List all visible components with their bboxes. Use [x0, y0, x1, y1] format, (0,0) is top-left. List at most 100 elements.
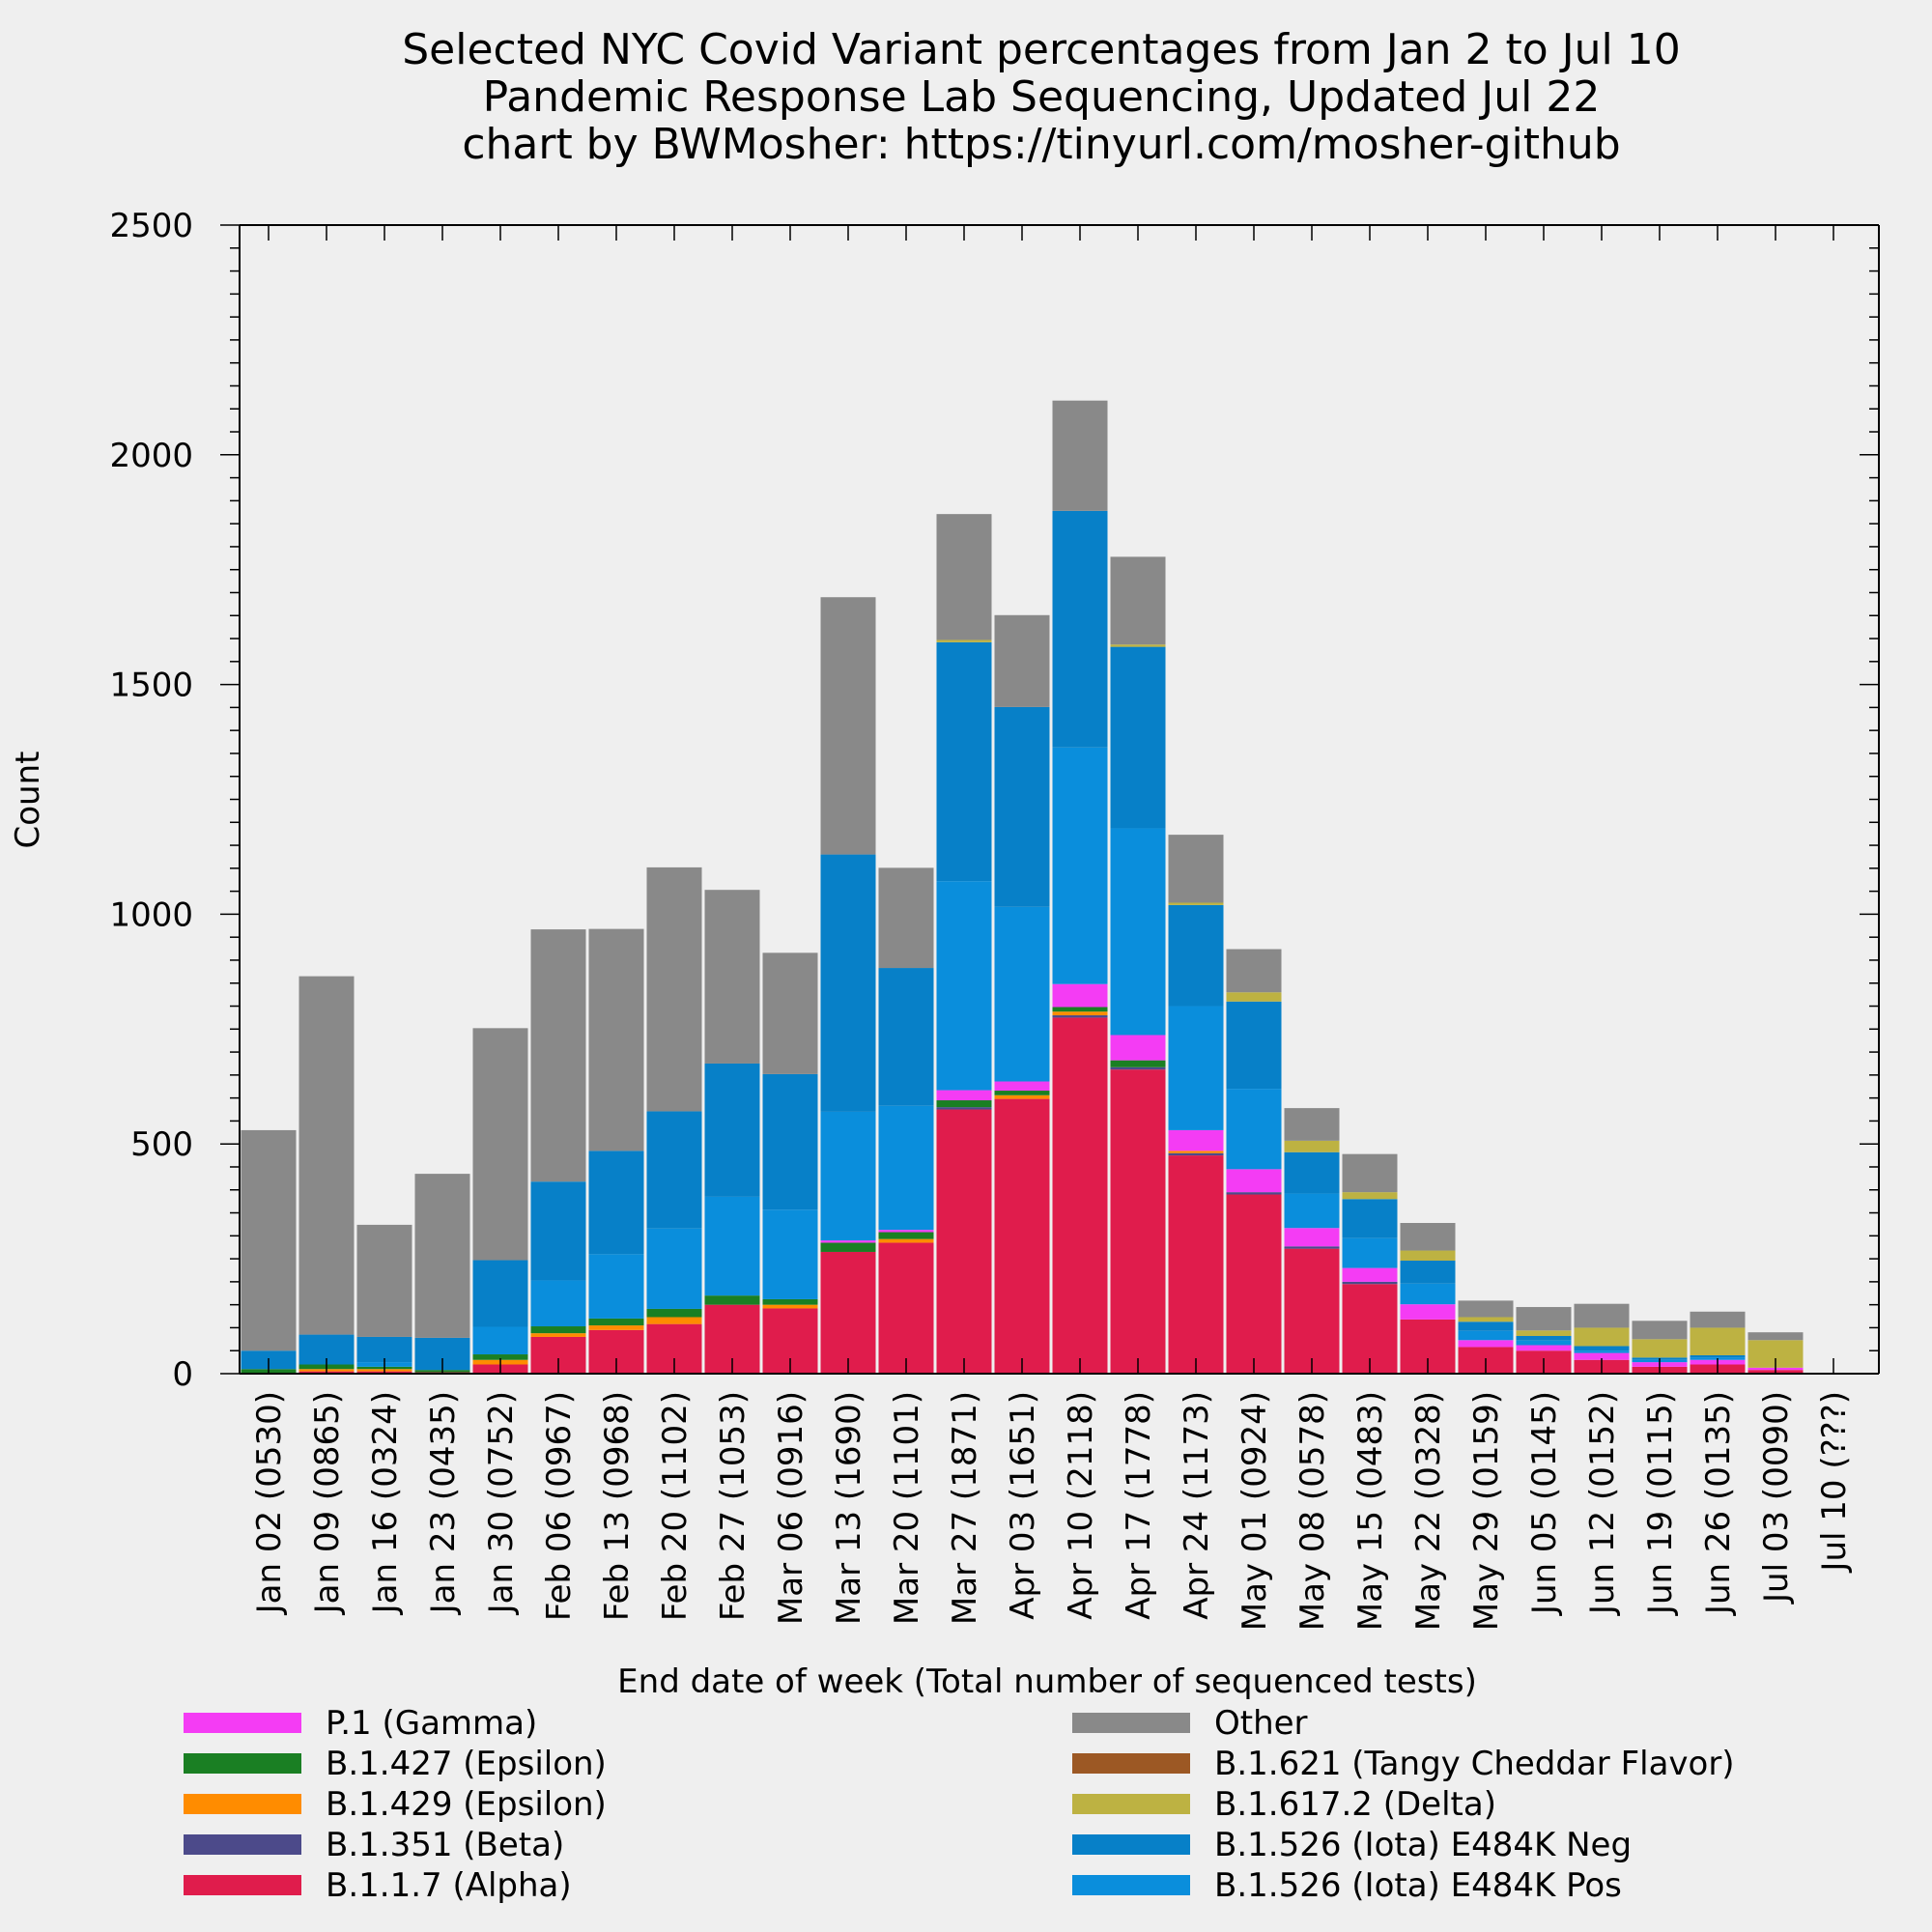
bar-segment — [1110, 644, 1166, 647]
bar-segment — [588, 1318, 644, 1326]
bar-segment — [936, 1107, 992, 1110]
bar-segment — [1574, 1352, 1630, 1360]
bar-segment — [1226, 949, 1282, 993]
y-axis-label: Count — [9, 752, 47, 849]
x-tick-label: May 01 (0924) — [1236, 1391, 1274, 1631]
x-tick-label: Mar 27 (1871) — [946, 1391, 984, 1625]
bar-segment — [1168, 1006, 1224, 1130]
bar-segment — [1110, 646, 1166, 829]
bar-segment — [994, 906, 1050, 1082]
bar-segment — [936, 1100, 992, 1108]
legend-swatch — [1072, 1875, 1190, 1895]
bar-segment — [1168, 1152, 1224, 1156]
bar-segment — [530, 1181, 586, 1281]
bar-segment — [1284, 1228, 1340, 1247]
x-tick-label: Jun 19 (0115) — [1641, 1391, 1680, 1616]
bar-segment — [1284, 1193, 1340, 1229]
bar-segment — [1458, 1330, 1514, 1341]
title-line: Selected NYC Covid Variant percentages f… — [402, 25, 1680, 74]
bar-segment — [1458, 1340, 1514, 1348]
bar-segment — [298, 976, 355, 1335]
x-tick-label: Jan 23 (0435) — [424, 1391, 463, 1615]
bar-segment — [1110, 1060, 1166, 1067]
x-tick-label: Apr 03 (1651) — [1004, 1391, 1042, 1620]
bar-segment — [1574, 1327, 1630, 1347]
bar-segment — [530, 1333, 586, 1337]
x-axis-label: End date of week (Total number of sequen… — [617, 1662, 1477, 1701]
bar-segment — [472, 1028, 528, 1261]
bar-segment — [936, 1090, 992, 1101]
bar-segment — [1284, 1140, 1340, 1152]
bar-segment — [1168, 902, 1224, 905]
bar-segment — [762, 952, 818, 1074]
bar-segment — [994, 706, 1050, 907]
legend-label: B.1.427 (Epsilon) — [326, 1745, 607, 1783]
bar-segment — [646, 1317, 702, 1324]
bar-segment — [1400, 1283, 1456, 1305]
bar-segment — [1342, 1153, 1398, 1193]
bar-segment — [1458, 1300, 1514, 1318]
bar-segment — [1516, 1340, 1572, 1346]
x-tick-label: Feb 20 (1102) — [656, 1391, 695, 1621]
legend-swatch — [184, 1875, 301, 1895]
bar-segment — [1574, 1350, 1630, 1353]
bar-segment — [820, 1242, 876, 1252]
title-line: Pandemic Response Lab Sequencing, Update… — [483, 72, 1601, 122]
x-tick-label: May 15 (0483) — [1351, 1391, 1390, 1631]
bar-segment — [1052, 1011, 1108, 1016]
y-tick-label: 1000 — [109, 895, 193, 934]
x-tick-label: Feb 13 (0968) — [598, 1391, 637, 1621]
bar-segment — [1052, 1017, 1108, 1374]
legend-label: Other — [1214, 1704, 1308, 1743]
x-tick-label: Jan 09 (0865) — [308, 1391, 347, 1615]
bar-segment — [762, 1304, 818, 1309]
bar-segment — [1400, 1261, 1456, 1284]
x-tick-label: Jun 26 (0135) — [1699, 1391, 1738, 1616]
x-tick-label: May 08 (0578) — [1293, 1391, 1332, 1631]
bar-segment — [936, 641, 992, 882]
legend-swatch — [184, 1794, 301, 1814]
bar-segment — [646, 1308, 702, 1318]
x-tick-label: Apr 17 (1778) — [1120, 1391, 1158, 1620]
bar-segment — [1226, 1192, 1282, 1195]
axes-group: 0 500 1000 1500 2000 2500 Jan 02 (0530) Jan 09 … — [109, 207, 1880, 1631]
bar-segment — [1516, 1330, 1572, 1337]
bar-segment — [1342, 1192, 1398, 1200]
legend-swatch — [1072, 1834, 1190, 1855]
bar-segment — [994, 1081, 1050, 1092]
bar-segment — [1747, 1332, 1804, 1341]
x-tick-label: Mar 13 (1690) — [830, 1391, 868, 1625]
bar-segment — [1284, 1151, 1340, 1194]
x-tick-label: Jul 10 (???) — [1815, 1391, 1854, 1574]
bar-segment — [1516, 1345, 1572, 1351]
bar-segment — [762, 1073, 818, 1210]
bar-segment — [356, 1224, 412, 1337]
bar-segment — [356, 1336, 412, 1363]
bar-segment — [1400, 1304, 1456, 1320]
bar-segment — [878, 1242, 934, 1374]
bar-segment — [588, 1254, 644, 1319]
bar-segment — [762, 1209, 818, 1299]
bar-segment — [1168, 1155, 1224, 1374]
bar-segment — [1632, 1339, 1688, 1358]
bar-segment — [1110, 1035, 1166, 1061]
x-tick-label: Mar 20 (1101) — [888, 1391, 926, 1625]
bar-segment — [646, 1111, 702, 1229]
y-tick-label: 2500 — [109, 207, 193, 245]
bar-segment — [1168, 1151, 1224, 1153]
bar-segment — [878, 968, 934, 1106]
bar-segment — [820, 597, 876, 855]
bar-segment — [414, 1174, 470, 1338]
bar-segment — [1168, 1129, 1224, 1151]
bar-segment — [1052, 1015, 1108, 1018]
y-tick-label: 1500 — [109, 667, 193, 705]
bar-segment — [762, 1298, 818, 1305]
bar-segment — [936, 881, 992, 1091]
bar-segment — [1690, 1327, 1746, 1355]
legend-swatch — [184, 1713, 301, 1733]
bar-segment — [1632, 1321, 1688, 1340]
bar-segment — [1458, 1321, 1514, 1331]
bar-segment — [1110, 556, 1166, 645]
bar-segment — [1168, 904, 1224, 1007]
legend-label: B.1.526 (Iota) E484K Neg — [1214, 1826, 1632, 1864]
